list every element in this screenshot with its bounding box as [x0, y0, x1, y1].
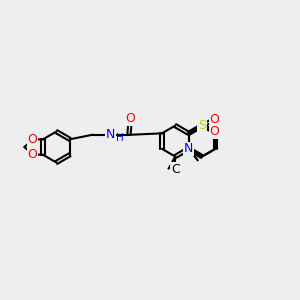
- Text: C: C: [171, 163, 180, 176]
- Text: N: N: [184, 142, 193, 155]
- Text: O: O: [27, 148, 37, 161]
- Text: O: O: [125, 112, 135, 125]
- Text: O: O: [210, 125, 220, 138]
- Text: H: H: [116, 134, 124, 143]
- Text: O: O: [210, 113, 220, 126]
- Text: N: N: [106, 128, 115, 141]
- Text: O: O: [27, 133, 37, 146]
- Text: S: S: [198, 119, 206, 132]
